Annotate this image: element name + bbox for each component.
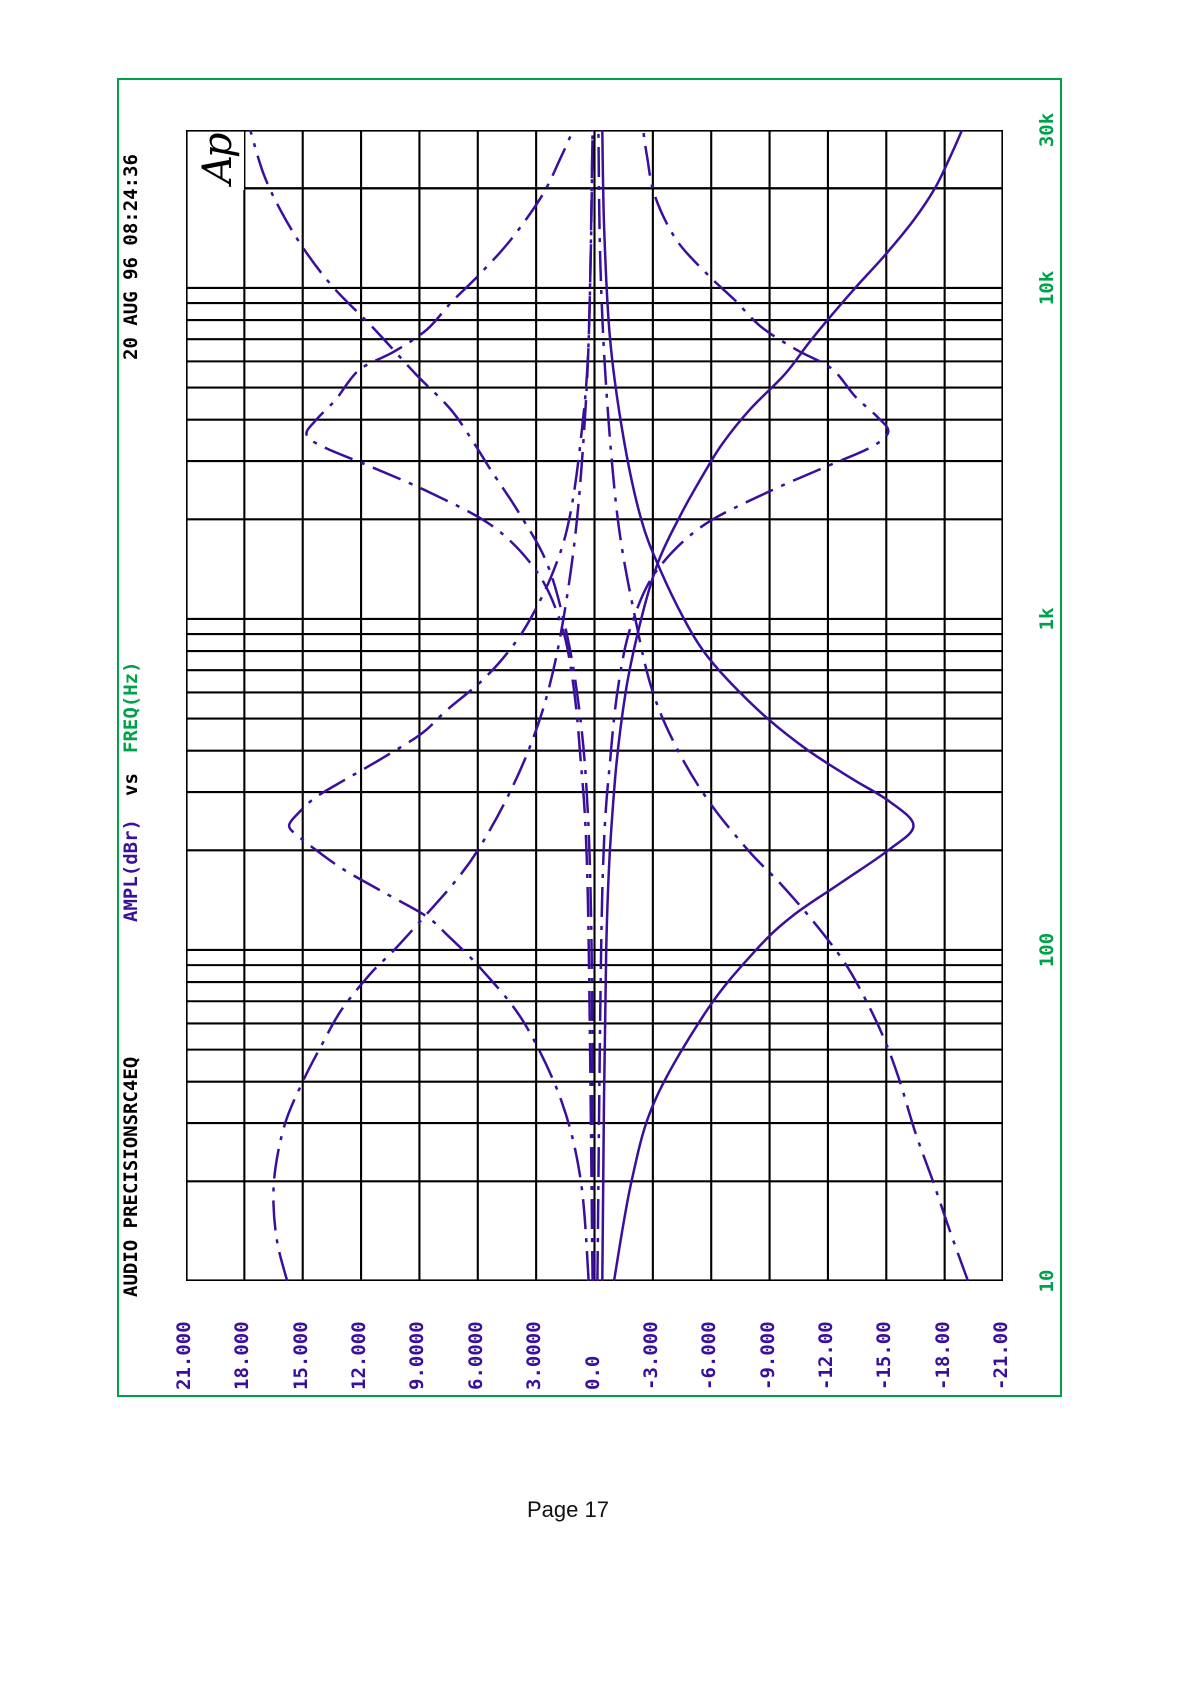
timestamp: 20 AUG 96 08:24:36 bbox=[120, 154, 142, 360]
trace bbox=[596, 130, 890, 1281]
trace bbox=[601, 130, 915, 1281]
x-tick-label: 10 bbox=[1036, 1269, 1058, 1293]
page-number: Page 17 bbox=[527, 1497, 609, 1522]
x-tick-label: 10k bbox=[1036, 270, 1058, 306]
x-axis-name: FREQ(Hz) bbox=[120, 661, 142, 753]
trace bbox=[601, 130, 964, 1281]
plot-area: Ap bbox=[186, 130, 1003, 1281]
trace bbox=[249, 130, 595, 1281]
printout-border bbox=[117, 78, 1062, 1397]
trace bbox=[272, 130, 594, 1281]
chart-title: AUDIO PRECISIONSRC4EQ bbox=[120, 1056, 142, 1297]
trace bbox=[305, 130, 594, 1281]
ap-logo: Ap bbox=[195, 133, 241, 188]
trace bbox=[287, 130, 594, 1281]
y-axis-name: AMPL(dBr) bbox=[120, 819, 142, 922]
vs-label: vs bbox=[120, 773, 142, 796]
ap-measurement-chart: AUDIO PRECISIONSRC4EQ AMPL(dBr) vs FREQ(… bbox=[106, 101, 1058, 1390]
x-tick-label: 100 bbox=[1036, 932, 1058, 968]
trace bbox=[597, 130, 970, 1281]
x-tick-label: 1k bbox=[1036, 607, 1058, 631]
x-tick-label: 30k bbox=[1036, 112, 1058, 148]
